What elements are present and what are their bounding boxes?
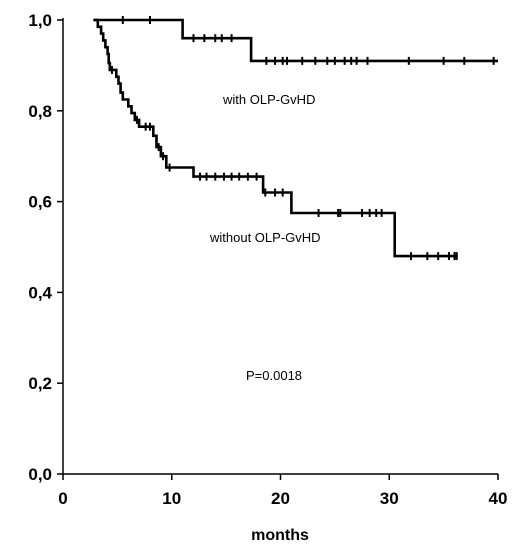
p-value-annotation: P=0.0018 — [246, 368, 302, 383]
axes — [62, 18, 498, 475]
y-tick-label: 0,6 — [28, 193, 52, 212]
label-with-olp-gvhd: with OLP-GvHD — [222, 92, 315, 107]
survival-curve-with — [93, 18, 498, 63]
x-tick-label: 40 — [489, 489, 508, 508]
y-tick-label: 0,2 — [28, 374, 52, 393]
survival-curves — [93, 16, 498, 261]
x-tick-label: 20 — [271, 489, 290, 508]
y-tick-label: 0,8 — [28, 102, 52, 121]
label-without-olp-gvhd: without OLP-GvHD — [209, 230, 321, 245]
x-axis-title: months — [251, 527, 309, 544]
survival-curve-without — [93, 18, 458, 258]
x-tick-label: 30 — [380, 489, 399, 508]
y-tick-label: 1,0 — [28, 11, 52, 30]
x-tick-label: 10 — [162, 489, 181, 508]
x-ticks: 0 10 20 30 40 — [58, 474, 507, 508]
x-tick-label: 0 — [58, 489, 67, 508]
y-ticks: 0,0 0,2 0,4 0,6 0,8 1,0 — [28, 11, 63, 484]
y-tick-label: 0,4 — [28, 283, 52, 302]
y-tick-label: 0,0 — [28, 465, 52, 484]
